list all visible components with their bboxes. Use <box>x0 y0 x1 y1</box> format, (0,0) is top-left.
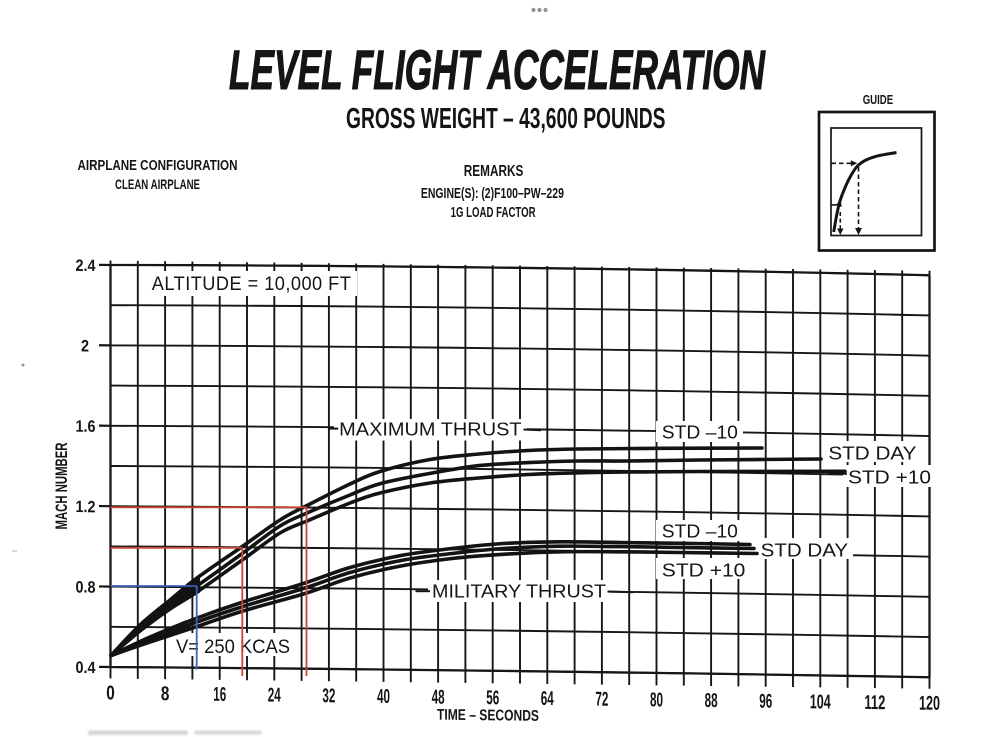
svg-text:112: 112 <box>864 692 885 714</box>
svg-text:V= 250 KCAS: V= 250 KCAS <box>176 636 290 658</box>
svg-text:40: 40 <box>377 686 390 708</box>
svg-text:STD DAY: STD DAY <box>828 443 916 464</box>
svg-text:TIME – SECONDS: TIME – SECONDS <box>437 707 539 725</box>
svg-text:88: 88 <box>705 690 718 712</box>
svg-text:REMARKS: REMARKS <box>464 163 524 180</box>
svg-text:0.8: 0.8 <box>75 578 95 596</box>
svg-text:0.4: 0.4 <box>75 659 96 677</box>
svg-text:0: 0 <box>106 682 115 704</box>
svg-text:GUIDE: GUIDE <box>863 92 894 107</box>
svg-text:GROSS WEIGHT – 43,600 POUNDS: GROSS WEIGHT – 43,600 POUNDS <box>346 103 666 135</box>
svg-text:2: 2 <box>81 337 89 355</box>
svg-text:CLEAN AIRPLANE: CLEAN AIRPLANE <box>115 176 200 192</box>
svg-text:48: 48 <box>432 687 445 709</box>
svg-text:72: 72 <box>595 689 608 711</box>
svg-text:MAXIMUM THRUST: MAXIMUM THRUST <box>339 419 521 440</box>
svg-text:MACH NUMBER: MACH NUMBER <box>52 443 71 530</box>
svg-text:1G LOAD FACTOR: 1G LOAD FACTOR <box>451 205 536 221</box>
svg-text:56: 56 <box>486 687 499 709</box>
svg-text:ENGINE(S): (2)F100–PW–229: ENGINE(S): (2)F100–PW–229 <box>421 186 564 202</box>
svg-text:STD +10: STD +10 <box>662 560 746 581</box>
svg-text:AIRPLANE CONFIGURATION: AIRPLANE CONFIGURATION <box>78 158 238 174</box>
svg-text:32: 32 <box>322 685 335 707</box>
svg-text:64: 64 <box>541 688 555 710</box>
svg-text:80: 80 <box>650 689 663 711</box>
svg-text:STD +10: STD +10 <box>848 467 931 488</box>
svg-text:1.6: 1.6 <box>75 418 95 436</box>
svg-text:1.2: 1.2 <box>75 498 95 516</box>
svg-text:8: 8 <box>161 683 170 705</box>
svg-text:96: 96 <box>759 691 772 713</box>
svg-text:ALTITUDE = 10,000 FT: ALTITUDE = 10,000 FT <box>152 273 351 295</box>
svg-text:LEVEL FLIGHT ACCELERATION: LEVEL FLIGHT ACCELERATION <box>229 38 766 101</box>
svg-text:2.4: 2.4 <box>75 257 96 275</box>
svg-text:STD –10: STD –10 <box>662 521 738 542</box>
svg-text:24: 24 <box>268 684 282 706</box>
svg-text:STD –10: STD –10 <box>662 422 738 443</box>
svg-text:120: 120 <box>919 693 940 715</box>
svg-text:104: 104 <box>810 691 832 713</box>
svg-text:16: 16 <box>213 684 226 706</box>
svg-text:MILITARY THRUST: MILITARY THRUST <box>432 581 606 602</box>
svg-text:STD DAY: STD DAY <box>761 540 848 561</box>
